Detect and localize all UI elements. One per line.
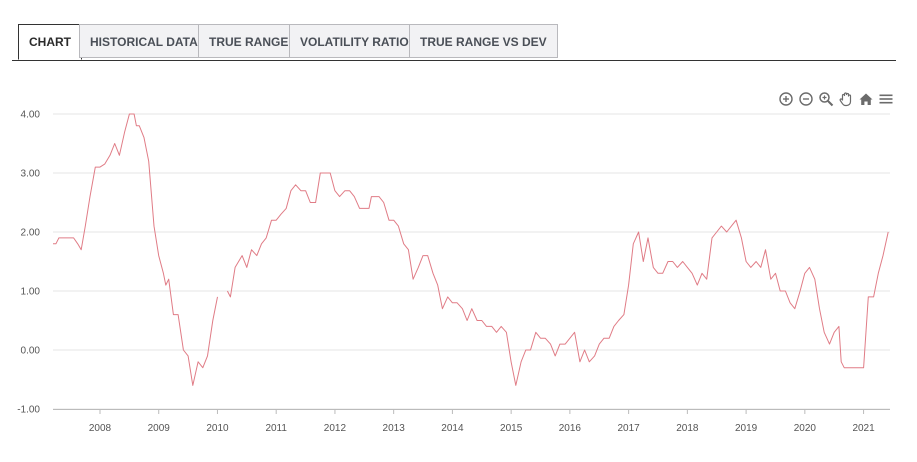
x-tick-label: 2013: [383, 423, 406, 434]
x-tick-label: 2015: [500, 423, 523, 434]
zoom-out-icon[interactable]: [798, 91, 814, 107]
x-tick-label: 2019: [735, 423, 758, 434]
x-tick-label: 2020: [794, 423, 817, 434]
chart-toolbar: [778, 91, 894, 107]
volatility-line-chart: 4.00 3.00 2.00 1.00 0.00 -1.00 2008 2009 2010 201…: [17, 110, 890, 434]
x-tick-label: 2014: [441, 423, 464, 434]
y-tick-label: -1.00: [17, 405, 40, 416]
y-tick-label: 2.00: [21, 228, 41, 239]
series-line: [226, 172, 889, 386]
x-tick-label: 2010: [206, 423, 229, 434]
zoom-in-icon[interactable]: [778, 91, 794, 107]
y-tick-label: 0.00: [21, 346, 41, 357]
x-tick-label: 2017: [617, 423, 640, 434]
y-tick-label: 4.00: [21, 110, 41, 121]
pan-hand-icon[interactable]: [838, 91, 854, 107]
x-tick-label: 2016: [559, 423, 582, 434]
menu-icon[interactable]: [878, 91, 894, 107]
magnifier-icon[interactable]: [818, 91, 834, 107]
tab-true-range-vs-dev[interactable]: TRUE RANGE VS DEV: [409, 24, 558, 58]
x-tick-label: 2009: [148, 423, 171, 434]
tab-volatility-ratio[interactable]: VOLATILITY RATIO: [289, 24, 420, 58]
series-line: [53, 113, 218, 386]
x-tick-label: 2018: [676, 423, 699, 434]
y-tick-label: 3.00: [21, 169, 41, 180]
y-tick-label: 1.00: [21, 287, 41, 298]
x-tick-label: 2011: [265, 423, 287, 434]
tab-bar: CHART HISTORICAL DATA TRUE RANGE VOLATIL…: [12, 24, 896, 61]
tab-historical-data[interactable]: HISTORICAL DATA: [79, 24, 209, 58]
tab-chart[interactable]: CHART: [18, 24, 82, 60]
home-icon[interactable]: [858, 91, 874, 107]
x-tick-label: 2008: [89, 423, 112, 434]
x-tick-label: 2012: [324, 423, 347, 434]
x-tick-label: 2021: [852, 423, 875, 434]
tab-true-range[interactable]: TRUE RANGE: [198, 24, 300, 58]
